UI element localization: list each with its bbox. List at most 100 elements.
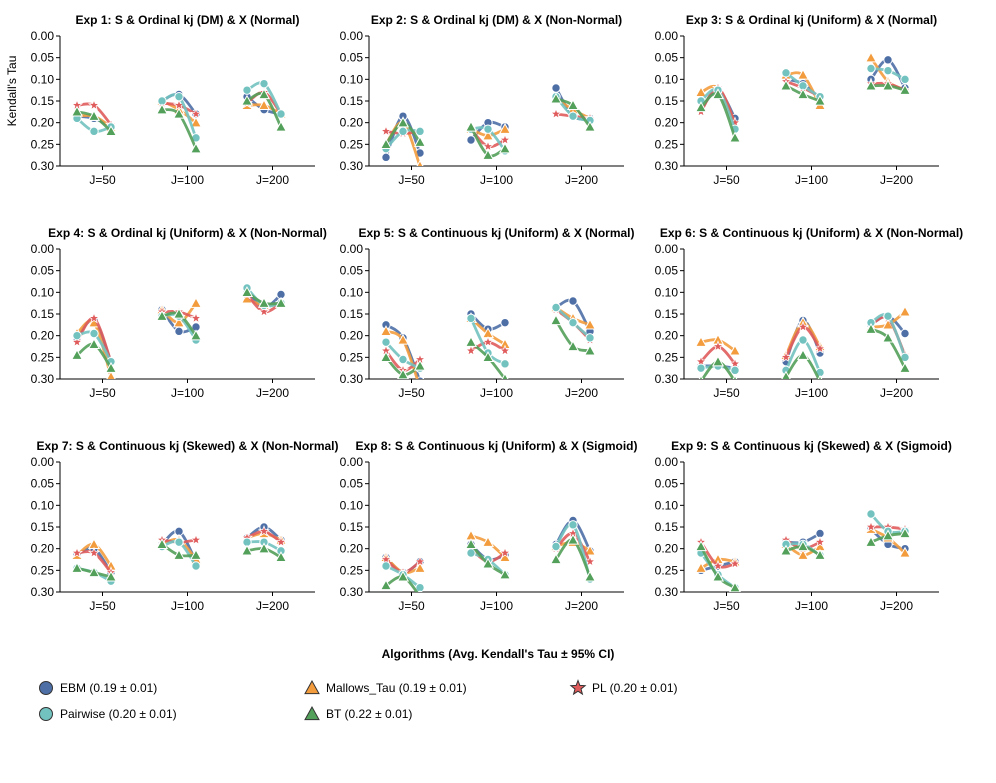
data-point-pairwise	[381, 561, 391, 571]
data-point-bt	[104, 570, 118, 582]
y-tick-label: 0.00	[31, 455, 55, 469]
legend-label-mallows-tau: Mallows_Tau (0.19 ± 0.01)	[326, 681, 467, 695]
data-point-bt	[481, 351, 495, 362]
panel-title: Exp 5: S & Continuous kj (Uniform) & X (…	[358, 226, 634, 240]
y-tick-label: 0.10	[31, 285, 55, 299]
data-point-bt	[813, 94, 827, 106]
data-point-pl	[257, 524, 271, 537]
data-point-pl	[498, 546, 512, 559]
y-tick-label: 0.25	[340, 563, 364, 577]
data-point-bt	[274, 120, 288, 132]
data-point-pairwise	[276, 109, 286, 119]
panel-data	[70, 522, 288, 586]
data-point-pl	[87, 546, 101, 559]
data-point-pl	[87, 98, 101, 111]
data-point-pl	[189, 311, 203, 324]
data-point-mallows-tau	[796, 548, 810, 560]
data-point-ebm	[381, 152, 391, 163]
data-point-pl	[70, 546, 84, 559]
data-point-pairwise	[500, 359, 510, 369]
x-tick-label: J=200	[565, 599, 598, 613]
data-point-bt	[189, 548, 203, 560]
data-point-bt	[498, 142, 512, 154]
data-point-bt	[87, 566, 101, 578]
data-point-bt	[481, 148, 495, 160]
x-tick-label: J=50	[398, 599, 425, 613]
data-point-ebm	[900, 328, 910, 339]
data-point-bt	[566, 99, 580, 110]
data-point-bt	[817, 374, 823, 379]
y-tick-label: 0.15	[31, 520, 55, 534]
data-point-pairwise	[89, 328, 99, 339]
panel-title: Exp 6: S & Continuous kj (Uniform) & X (…	[660, 226, 963, 240]
x-tick-label: J=200	[256, 173, 289, 187]
data-point-bt	[257, 296, 271, 308]
data-point-bt	[87, 109, 101, 121]
legend-marker-bt	[304, 705, 320, 721]
data-point-mallows-tau	[898, 305, 912, 317]
data-point-bt	[155, 309, 169, 321]
data-point-bt	[418, 590, 422, 592]
panel-data	[379, 83, 597, 166]
data-point-bt	[257, 542, 271, 554]
data-point-bt	[189, 329, 203, 341]
data-point-mallows-tau	[583, 318, 597, 330]
data-point-pl	[711, 340, 725, 352]
x-tick-label: J=50	[713, 599, 740, 613]
data-point-bt	[104, 125, 118, 136]
y-tick-label: 0.10	[655, 498, 679, 512]
data-point-mallows-tau	[694, 561, 708, 573]
y-tick-label: 0.10	[31, 498, 55, 512]
panel-title: Exp 2: S & Ordinal kj (DM) & X (Non-Norm…	[371, 13, 622, 27]
data-point-mallows-tau	[189, 296, 203, 308]
panel-data	[379, 515, 597, 592]
data-point-pairwise	[866, 509, 876, 519]
data-point-bt	[257, 88, 271, 100]
data-point-bt	[898, 361, 912, 373]
data-point-pl	[379, 124, 393, 137]
data-point-ebm	[883, 55, 893, 65]
panel-data	[70, 78, 288, 154]
panel-5: Exp 5: S & Continuous kj (Uniform) & X (…	[340, 226, 635, 400]
y-tick-label: 0.00	[655, 455, 679, 469]
data-point-bt	[698, 374, 704, 379]
legend-entry-pairwise: Pairwise (0.20 ± 0.01)	[39, 707, 177, 721]
data-point-bt	[240, 94, 254, 106]
y-tick-label: 0.00	[31, 242, 55, 256]
legend-label-ebm: EBM (0.19 ± 0.01)	[60, 681, 157, 695]
y-axis-label-group: Kendall's Tau	[5, 56, 19, 127]
data-point-bt	[796, 88, 810, 100]
data-point-pairwise	[883, 311, 893, 321]
y-tick-label: 0.15	[31, 94, 55, 108]
data-point-bt	[732, 374, 738, 379]
x-tick-label: J=100	[480, 599, 513, 613]
data-point-ebm	[174, 326, 184, 337]
x-tick-label: J=100	[171, 173, 204, 187]
data-point-pairwise	[696, 363, 706, 373]
data-point-pl	[189, 533, 203, 546]
data-point-mallows-tau	[106, 370, 116, 379]
y-tick-label: 0.25	[340, 350, 364, 364]
data-point-bt	[274, 296, 288, 308]
data-point-pairwise	[483, 124, 493, 134]
y-tick-label: 0.25	[655, 137, 679, 151]
data-point-pl	[779, 350, 793, 363]
data-point-pl	[711, 559, 725, 572]
data-point-bt	[566, 533, 580, 545]
data-point-bt	[498, 568, 512, 580]
x-tick-label: J=50	[713, 386, 740, 400]
data-point-mallows-tau	[898, 546, 912, 558]
x-tick-label: J=50	[398, 386, 425, 400]
data-point-bt	[379, 351, 393, 362]
data-point-bt	[274, 551, 288, 562]
x-tick-label: J=200	[565, 386, 598, 400]
chart-panels: Exp 1: S & Ordinal kj (DM) & X (Normal) 0…	[31, 13, 964, 613]
legend-marker-pairwise	[39, 707, 53, 721]
y-tick-label: 0.05	[340, 264, 364, 278]
data-point-mallows-tau	[189, 116, 203, 128]
data-point-mallows-tau	[481, 535, 495, 547]
data-point-bt	[694, 101, 708, 113]
y-tick-label: 0.30	[340, 585, 364, 599]
y-tick-label: 0.20	[340, 542, 364, 556]
